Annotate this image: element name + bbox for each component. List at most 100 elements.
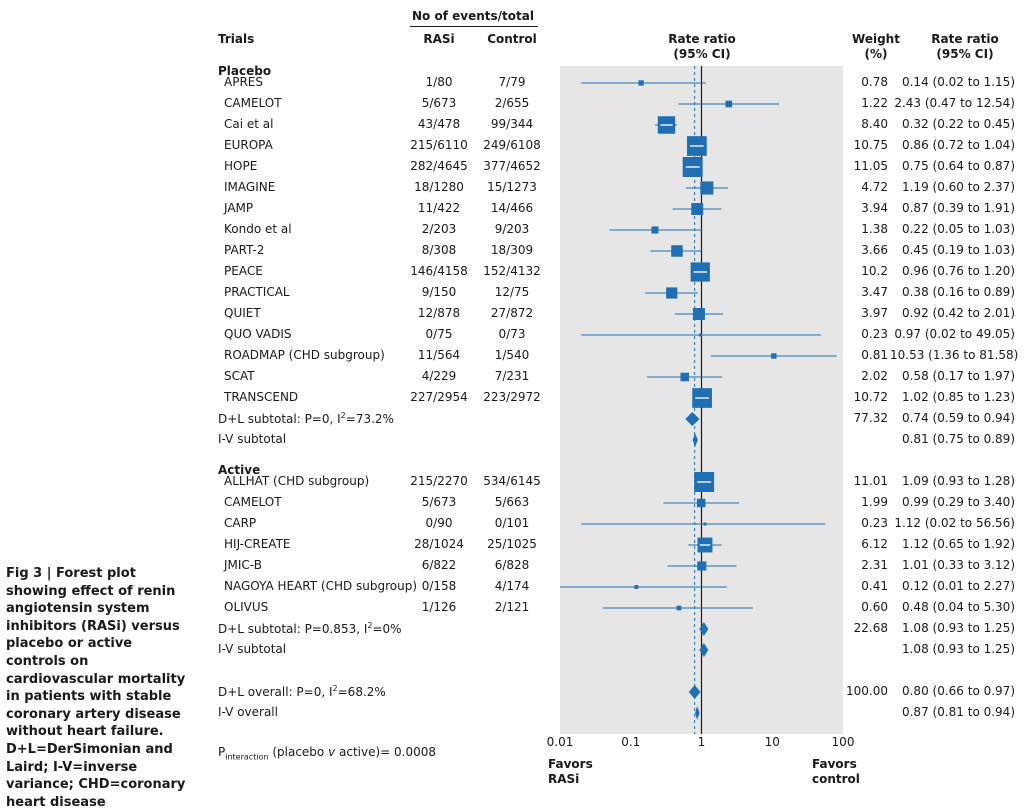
rasi-events: 4/229 [421, 369, 457, 383]
trial-name: HIJ-CREATE [224, 537, 291, 551]
point-estimate-g0-t6 [691, 203, 704, 215]
trial-name: TRANSCEND [224, 390, 299, 404]
rate-ratio-value: 1.12 (0.65 to 1.92) [901, 537, 1015, 551]
control-events: 249/6108 [483, 138, 541, 152]
x-tick-label-4: 100 [832, 735, 855, 749]
trial-name: NAGOYA HEART (CHD subgroup) [224, 579, 418, 593]
x-tick-label-1: 0.1 [621, 735, 640, 749]
weight-value: 3.94 [861, 201, 888, 215]
control-events: 5/663 [494, 495, 530, 509]
group-header-active: Active [218, 463, 261, 477]
plot-rate-ratio-header: Rate ratio (95% CI) [652, 32, 752, 62]
p-interaction-paren: (placebo [272, 745, 329, 759]
x-tick-label-0: 0.01 [547, 735, 574, 749]
subtotal-label-superscript: 2 [340, 411, 346, 420]
rasi-events: 2/203 [421, 222, 457, 236]
rate-ratio-value: 0.12 (0.01 to 2.27) [901, 579, 1015, 593]
rate-ratio-value: 0.86 (0.72 to 1.04) [901, 138, 1015, 152]
weight-value: 1.22 [861, 96, 888, 110]
control-events: 152/4132 [483, 264, 541, 278]
rasi-events: 11/422 [417, 201, 461, 215]
weight-value: 0.23 [861, 516, 888, 530]
plot-rate-ratio-header-line1: Rate ratio [668, 32, 736, 46]
subtotal-label-text: I-V subtotal [218, 642, 287, 656]
trial-name: APRES [224, 75, 263, 89]
x-tick-label-3: 10 [765, 735, 780, 749]
weight-value: 3.97 [861, 306, 888, 320]
trial-name: JAMP [224, 201, 254, 215]
weight-value: 10.72 [853, 390, 888, 404]
rasi-events: 1/80 [425, 75, 453, 89]
trial-name: CAMELOT [224, 495, 282, 509]
subtotal-rate-ratio: 1.08 (0.93 to 1.25) [901, 621, 1015, 635]
rate-ratio-value: 0.92 (0.42 to 2.01) [901, 306, 1015, 320]
rate-ratio-value: 0.58 (0.17 to 1.97) [901, 369, 1015, 383]
subtotal-weight: 77.32 [853, 411, 888, 425]
p-interaction-rest: active)= 0.0008 [335, 745, 437, 759]
weight-value: 6.12 [861, 537, 888, 551]
trial-name: HOPE [224, 159, 258, 173]
rate-ratio-value: 0.14 (0.02 to 1.15) [901, 75, 1015, 89]
point-estimate-g1-t4 [697, 561, 707, 571]
rasi-events: 146/4158 [410, 264, 468, 278]
p-interaction-subscript: interaction [225, 752, 269, 762]
rasi-events: 28/1024 [414, 537, 464, 551]
control-events: 9/203 [494, 222, 530, 236]
rasi-header: RASi [423, 32, 455, 46]
subtotal-label-tail: =73.2% [345, 412, 394, 426]
point-estimate-g0-t8 [671, 245, 683, 257]
favors-rasi-line2: RASi [548, 772, 580, 786]
overall-label-superscript: 2 [332, 684, 338, 693]
control-events: 27/872 [490, 306, 534, 320]
rasi-events: 9/150 [421, 285, 457, 299]
trial-name: PART-2 [224, 243, 265, 257]
rasi-events: 0/158 [421, 579, 457, 593]
control-events: 15/1273 [487, 180, 537, 194]
rate-ratio-value: 1.19 (0.60 to 2.37) [901, 180, 1015, 194]
favors-rasi-label: Favors RASi [548, 757, 593, 787]
control-events: 1/540 [494, 348, 530, 362]
point-estimate-g1-t6 [676, 605, 682, 611]
rate-ratio-column-header-line1: Rate ratio [931, 32, 999, 46]
trial-name: ALLHAT (CHD subgroup) [224, 474, 370, 488]
rate-ratio-value: 1.12 (0.02 to 56.56) [894, 516, 1015, 530]
subtotal-label: I-V subtotal [218, 432, 286, 446]
rasi-events: 5/673 [421, 96, 457, 110]
weight-value: 2.02 [861, 369, 888, 383]
point-estimate-g0-t10 [666, 287, 678, 299]
point-estimate-g1-t5 [634, 585, 639, 589]
subtotal-label-tail: =0% [372, 622, 402, 636]
rasi-events: 0/75 [425, 327, 453, 341]
favors-control-label: Favors control [812, 757, 860, 787]
overall-rate-ratio: 0.87 (0.81 to 0.94) [901, 705, 1015, 719]
trial-name: PRACTICAL [224, 285, 290, 299]
control-events: 6/828 [494, 558, 530, 572]
weight-header-line2: (%) [864, 47, 888, 61]
rasi-events: 1/126 [421, 600, 457, 614]
favors-rasi-line1: Favors [548, 757, 593, 771]
trials-header: Trials [218, 32, 255, 46]
point-estimate-g0-t13 [771, 353, 777, 359]
rasi-events: 12/878 [417, 306, 461, 320]
rate-ratio-value: 0.87 (0.39 to 1.91) [901, 201, 1015, 215]
rate-ratio-value: 0.96 (0.76 to 1.20) [901, 264, 1015, 278]
weight-value: 3.66 [861, 243, 888, 257]
trial-name: OLIVUS [224, 600, 269, 614]
weight-value: 1.38 [861, 222, 888, 236]
rate-ratio-value: 0.97 (0.02 to 49.05) [894, 327, 1015, 341]
favors-control-line1: Favors [812, 757, 857, 771]
trial-name: EUROPA [224, 138, 273, 152]
overall-rate-ratio: 0.80 (0.66 to 0.97) [901, 684, 1015, 698]
trial-name: Cai et al [224, 117, 274, 131]
weight-value: 0.41 [861, 579, 888, 593]
weight-header: Weight (%) [846, 32, 906, 62]
weight-value: 11.05 [853, 159, 888, 173]
rate-ratio-value: 0.32 (0.22 to 0.45) [901, 117, 1015, 131]
control-events: 4/174 [494, 579, 530, 593]
trial-name: QUIET [224, 306, 261, 320]
rate-ratio-value: 0.99 (0.29 to 3.40) [901, 495, 1015, 509]
rasi-events: 282/4645 [410, 159, 468, 173]
control-events: 0/73 [498, 327, 526, 341]
subtotal-label-superscript: 2 [367, 621, 373, 630]
